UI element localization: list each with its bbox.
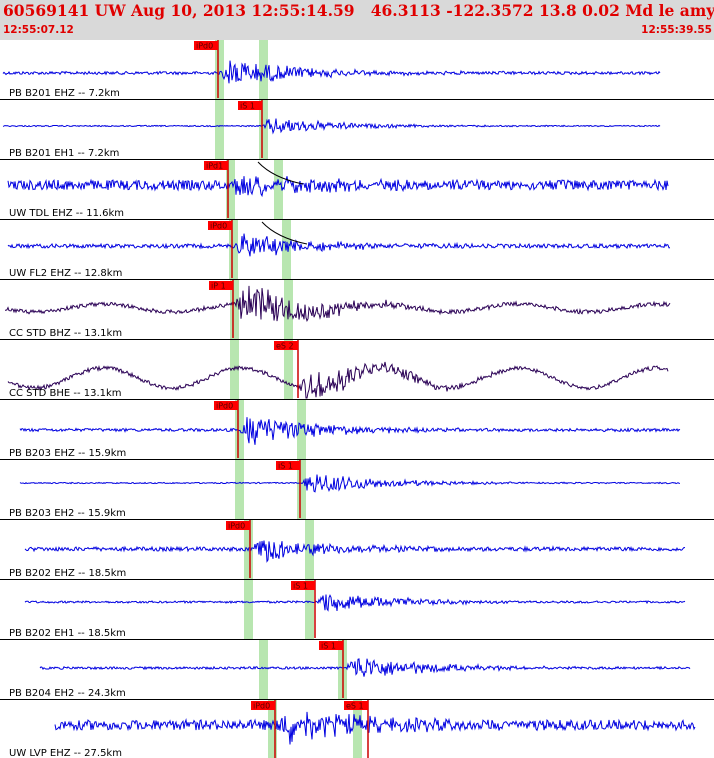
waveform-trace xyxy=(2,118,661,135)
predicted-window-band xyxy=(229,220,238,280)
station-label: PB B201 EH1 -- 7.2km xyxy=(9,148,119,159)
pick-label-box xyxy=(226,521,250,530)
pick-label-box xyxy=(194,41,218,50)
channel-labels: PB B201 EHZ -- 7.2km PB B201 EH1 -- 7.2km… xyxy=(9,88,126,758)
phase-pick-marker[interactable]: iS 1 xyxy=(238,100,263,158)
predicted-window-band xyxy=(230,280,239,340)
event-title: 60569141 UW Aug 10, 2013 12:55:14.59 46.… xyxy=(3,1,714,20)
waveform-trace xyxy=(19,474,681,493)
predicted-window-band xyxy=(230,340,239,400)
phase-pick-marker[interactable]: iP 1 xyxy=(209,280,234,338)
pick-label-box xyxy=(274,341,298,350)
start-time-label: 12:55:07.12 xyxy=(3,24,74,36)
pick-label: iPd0 xyxy=(196,42,213,51)
waveform-traces xyxy=(2,60,696,745)
pick-label: eS 1 xyxy=(346,702,364,711)
phase-pick-marker[interactable]: iS 1 xyxy=(319,640,344,698)
pick-label-box xyxy=(276,461,300,470)
pick-label: iS 1 xyxy=(321,642,336,651)
pick-label: iS 1 xyxy=(240,102,255,111)
waveform-trace xyxy=(24,594,686,612)
station-label: PB B204 EH2 -- 24.3km xyxy=(9,688,126,699)
waveform-trace xyxy=(2,60,661,84)
pick-label-box xyxy=(209,281,233,290)
phase-pick-marker[interactable]: iS 1 xyxy=(291,580,316,638)
phase-pick-marker[interactable]: iPd0 xyxy=(214,400,239,458)
phase-pick-marker[interactable]: iPd0 xyxy=(194,40,219,98)
pick-label-box xyxy=(344,701,368,710)
waveform-trace xyxy=(19,417,681,445)
station-label: PB B203 EH2 -- 15.9km xyxy=(9,508,126,519)
predicted-window-band xyxy=(244,580,253,640)
predicted-window-band xyxy=(284,340,293,400)
predicted-window-band xyxy=(235,460,244,520)
pick-label-box xyxy=(208,221,232,230)
predicted-window-band xyxy=(259,100,268,160)
pick-label: iS 1 xyxy=(293,582,308,591)
predicted-window-band xyxy=(297,400,306,460)
phase-picks[interactable]: iPd0 iS 1 iPd1 iPd0 iP 1 eS 2 iPd0 iS 1 iPd0 iS 1… xyxy=(194,40,369,758)
pick-label-box xyxy=(319,641,343,650)
station-label: PB B203 EHZ -- 15.9km xyxy=(9,448,126,459)
phase-pick-marker[interactable]: iPd0 xyxy=(208,220,233,278)
waveform-trace xyxy=(7,361,669,399)
pick-label-box xyxy=(238,101,262,110)
waveform-trace xyxy=(7,176,669,198)
event-header: 60569141 UW Aug 10, 2013 12:55:14.59 46.… xyxy=(0,0,714,40)
end-time-label: 12:55:39.55 xyxy=(641,24,712,36)
predicted-window-band xyxy=(274,160,283,220)
station-label: UW FL2 EHZ -- 12.8km xyxy=(9,268,122,279)
station-label: PB B202 EH1 -- 18.5km xyxy=(9,628,126,639)
pick-label-box xyxy=(214,401,238,410)
predicted-window-band xyxy=(215,40,224,100)
pick-label-box xyxy=(204,161,228,170)
seismogram-panel[interactable]: iPd0 iS 1 iPd1 iPd0 iP 1 eS 2 iPd0 iS 1 iPd0 iS 1… xyxy=(0,40,714,758)
waveform-trace xyxy=(7,233,671,257)
station-label: PB B201 EHZ -- 7.2km xyxy=(9,88,120,99)
predicted-window-band xyxy=(353,700,362,758)
pick-label: iPd0 xyxy=(228,522,245,531)
phase-pick-marker[interactable]: iPd0 xyxy=(226,520,251,578)
pick-label-box xyxy=(251,701,275,710)
pick-label: iPd0 xyxy=(216,402,233,411)
predicted-window-band xyxy=(226,160,235,220)
pick-label: iPd0 xyxy=(253,702,270,711)
pick-label: iPd1 xyxy=(206,162,223,171)
pick-label: iS 1 xyxy=(278,462,293,471)
station-label: UW TDL EHZ -- 11.6km xyxy=(9,208,124,219)
phase-pick-marker[interactable]: iPd1 xyxy=(204,160,229,218)
station-label: UW LVP EHZ -- 27.5km xyxy=(9,748,122,758)
station-label: PB B202 EHZ -- 18.5km xyxy=(9,568,126,579)
pick-label: iPd0 xyxy=(210,222,227,231)
station-label: CC STD BHZ -- 13.1km xyxy=(9,328,122,339)
predicted-window-band xyxy=(215,100,224,160)
travel-time-curve xyxy=(261,221,308,245)
waveform-trace xyxy=(39,658,691,677)
travel-time-curve xyxy=(257,161,304,185)
pick-label-box xyxy=(291,581,315,590)
predicted-window-band xyxy=(259,40,268,100)
station-label: CC STD BHE -- 13.1km xyxy=(9,388,122,399)
waveform-trace xyxy=(24,540,686,563)
phase-pick-marker[interactable]: iPd0 xyxy=(251,700,276,758)
pick-label: eS 2 xyxy=(276,342,294,351)
waveform-trace xyxy=(54,711,696,745)
phase-pick-marker[interactable]: eS 1 xyxy=(344,700,369,758)
predicted-window-band xyxy=(297,460,306,520)
predicted-window-band xyxy=(305,580,314,640)
channel-dividers xyxy=(0,99,714,700)
phase-pick-marker[interactable]: iS 1 xyxy=(276,460,301,518)
phase-pick-marker[interactable]: eS 2 xyxy=(274,340,299,398)
pick-label: iP 1 xyxy=(211,282,226,291)
predicted-window-band xyxy=(268,700,277,758)
predicted-window-band xyxy=(259,640,268,700)
waveform-trace xyxy=(4,285,671,322)
